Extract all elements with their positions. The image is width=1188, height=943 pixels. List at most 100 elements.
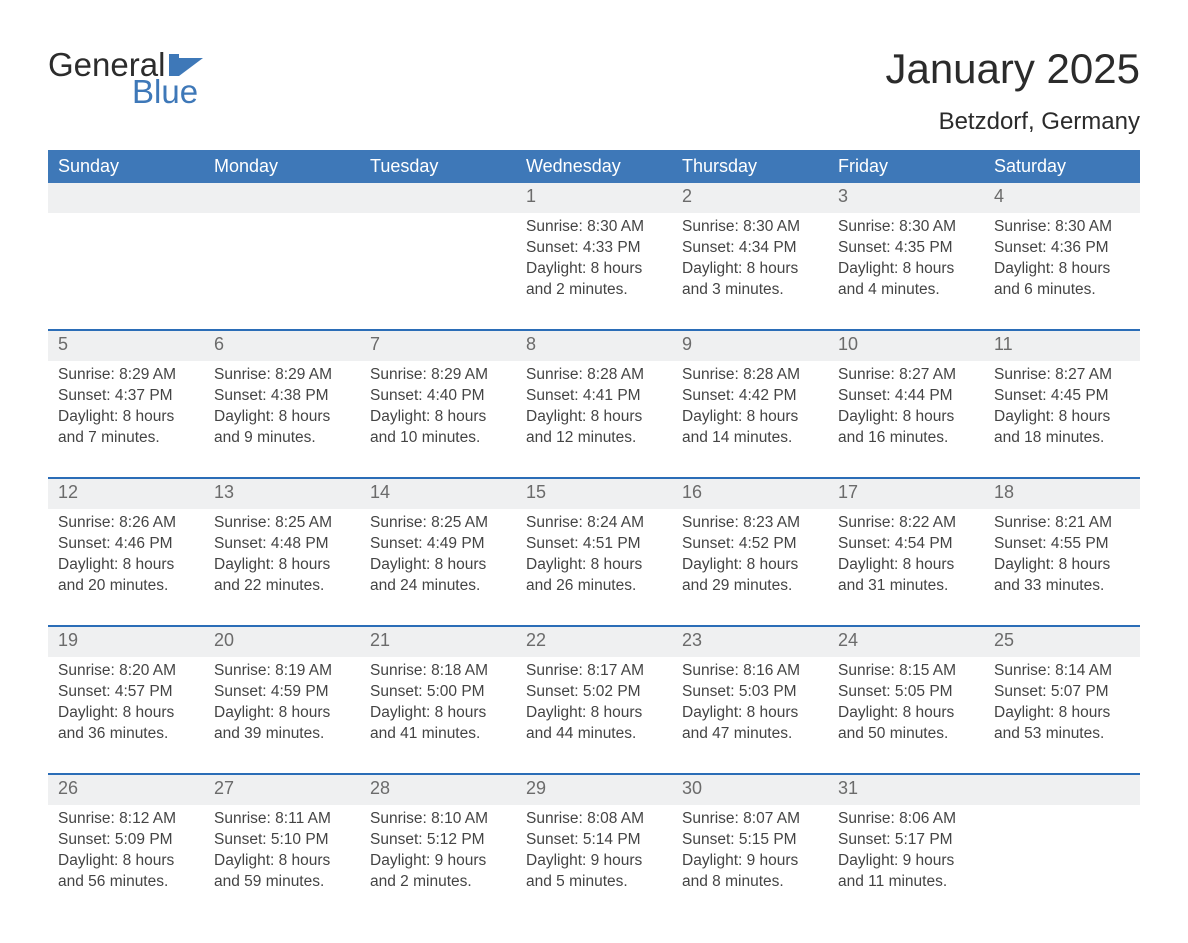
sunset-text: Sunset: 5:02 PM	[526, 682, 662, 703]
day-number: 20	[204, 627, 360, 657]
week-row: 262728293031Sunrise: 8:12 AMSunset: 5:09…	[48, 773, 1140, 903]
daylight-text-2: and 2 minutes.	[526, 280, 662, 301]
day-number	[204, 183, 360, 213]
sunrise-text: Sunrise: 8:29 AM	[370, 365, 506, 386]
daylight-text-1: Daylight: 8 hours	[838, 703, 974, 724]
daylight-text-2: and 3 minutes.	[682, 280, 818, 301]
sunrise-text: Sunrise: 8:10 AM	[370, 809, 506, 830]
daylight-text-2: and 24 minutes.	[370, 576, 506, 597]
day-detail: Sunrise: 8:16 AMSunset: 5:03 PMDaylight:…	[672, 657, 828, 755]
sunrise-text: Sunrise: 8:27 AM	[838, 365, 974, 386]
day-detail	[48, 213, 204, 311]
day-detail: Sunrise: 8:24 AMSunset: 4:51 PMDaylight:…	[516, 509, 672, 607]
daylight-text-1: Daylight: 8 hours	[682, 407, 818, 428]
sunrise-text: Sunrise: 8:21 AM	[994, 513, 1130, 534]
sunset-text: Sunset: 5:15 PM	[682, 830, 818, 851]
daylight-text-1: Daylight: 8 hours	[370, 407, 506, 428]
sunrise-text: Sunrise: 8:25 AM	[370, 513, 506, 534]
day-detail: Sunrise: 8:30 AMSunset: 4:33 PMDaylight:…	[516, 213, 672, 311]
daylight-text-1: Daylight: 8 hours	[838, 407, 974, 428]
sunset-text: Sunset: 5:03 PM	[682, 682, 818, 703]
sunrise-text: Sunrise: 8:06 AM	[838, 809, 974, 830]
day-number: 8	[516, 331, 672, 361]
daylight-text-2: and 12 minutes.	[526, 428, 662, 449]
weeks-container: 1234Sunrise: 8:30 AMSunset: 4:33 PMDayli…	[48, 183, 1140, 903]
sunrise-text: Sunrise: 8:30 AM	[838, 217, 974, 238]
daylight-text-1: Daylight: 8 hours	[526, 259, 662, 280]
sunrise-text: Sunrise: 8:22 AM	[838, 513, 974, 534]
daynum-row: 12131415161718	[48, 477, 1140, 509]
sunrise-text: Sunrise: 8:23 AM	[682, 513, 818, 534]
week-row: 19202122232425 Sunrise: 8:20 AMSunset: 4:…	[48, 625, 1140, 755]
daynum-row: 1234	[48, 183, 1140, 213]
day-number: 10	[828, 331, 984, 361]
day-number: 3	[828, 183, 984, 213]
day-detail: Sunrise: 8:29 AMSunset: 4:37 PMDaylight:…	[48, 361, 204, 459]
daylight-text-1: Daylight: 8 hours	[58, 407, 194, 428]
sunrise-text: Sunrise: 8:29 AM	[58, 365, 194, 386]
day-number	[48, 183, 204, 213]
day-number: 27	[204, 775, 360, 805]
detail-row: Sunrise: 8:26 AMSunset: 4:46 PMDaylight:…	[48, 509, 1140, 607]
daylight-text-2: and 11 minutes.	[838, 872, 974, 893]
sunset-text: Sunset: 4:36 PM	[994, 238, 1130, 259]
daylight-text-2: and 29 minutes.	[682, 576, 818, 597]
title-location: Betzdorf, Germany	[885, 108, 1140, 136]
sunset-text: Sunset: 4:54 PM	[838, 534, 974, 555]
day-detail: Sunrise: 8:19 AMSunset: 4:59 PMDaylight:…	[204, 657, 360, 755]
day-number: 24	[828, 627, 984, 657]
sunset-text: Sunset: 5:07 PM	[994, 682, 1130, 703]
sunset-text: Sunset: 4:45 PM	[994, 386, 1130, 407]
day-number: 7	[360, 331, 516, 361]
day-detail: Sunrise: 8:14 AMSunset: 5:07 PMDaylight:…	[984, 657, 1140, 755]
daylight-text-1: Daylight: 8 hours	[526, 407, 662, 428]
daylight-text-2: and 16 minutes.	[838, 428, 974, 449]
day-number: 28	[360, 775, 516, 805]
sunset-text: Sunset: 4:44 PM	[838, 386, 974, 407]
daynum-row: 19202122232425	[48, 625, 1140, 657]
sunrise-text: Sunrise: 8:19 AM	[214, 661, 350, 682]
sunset-text: Sunset: 5:12 PM	[370, 830, 506, 851]
daylight-text-2: and 59 minutes.	[214, 872, 350, 893]
sunset-text: Sunset: 4:55 PM	[994, 534, 1130, 555]
day-detail: Sunrise: 8:12 AMSunset: 5:09 PMDaylight:…	[48, 805, 204, 903]
sunrise-text: Sunrise: 8:30 AM	[526, 217, 662, 238]
day-number: 5	[48, 331, 204, 361]
daylight-text-1: Daylight: 8 hours	[58, 703, 194, 724]
daylight-text-2: and 53 minutes.	[994, 724, 1130, 745]
day-number: 16	[672, 479, 828, 509]
daylight-text-1: Daylight: 8 hours	[370, 703, 506, 724]
daylight-text-2: and 26 minutes.	[526, 576, 662, 597]
sunrise-text: Sunrise: 8:30 AM	[994, 217, 1130, 238]
sunset-text: Sunset: 4:57 PM	[58, 682, 194, 703]
logo: General Blue	[48, 48, 203, 108]
sunrise-text: Sunrise: 8:20 AM	[58, 661, 194, 682]
sunset-text: Sunset: 4:34 PM	[682, 238, 818, 259]
daylight-text-1: Daylight: 8 hours	[58, 555, 194, 576]
day-detail: Sunrise: 8:17 AMSunset: 5:02 PMDaylight:…	[516, 657, 672, 755]
daylight-text-1: Daylight: 8 hours	[994, 555, 1130, 576]
daylight-text-1: Daylight: 8 hours	[838, 259, 974, 280]
daylight-text-2: and 9 minutes.	[214, 428, 350, 449]
daylight-text-1: Daylight: 8 hours	[682, 555, 818, 576]
logo-word2: Blue	[132, 75, 203, 108]
sunset-text: Sunset: 4:51 PM	[526, 534, 662, 555]
day-detail: Sunrise: 8:29 AMSunset: 4:38 PMDaylight:…	[204, 361, 360, 459]
day-header: Monday	[204, 150, 360, 183]
day-number: 18	[984, 479, 1140, 509]
day-detail: Sunrise: 8:29 AMSunset: 4:40 PMDaylight:…	[360, 361, 516, 459]
topbar: General Blue January 2025 Betzdorf, Germ…	[48, 48, 1140, 136]
sunrise-text: Sunrise: 8:12 AM	[58, 809, 194, 830]
day-detail: Sunrise: 8:18 AMSunset: 5:00 PMDaylight:…	[360, 657, 516, 755]
daylight-text-2: and 44 minutes.	[526, 724, 662, 745]
calendar: Sunday Monday Tuesday Wednesday Thursday…	[48, 150, 1140, 903]
day-detail	[984, 805, 1140, 903]
sunset-text: Sunset: 4:35 PM	[838, 238, 974, 259]
day-detail: Sunrise: 8:15 AMSunset: 5:05 PMDaylight:…	[828, 657, 984, 755]
day-number: 1	[516, 183, 672, 213]
day-detail: Sunrise: 8:23 AMSunset: 4:52 PMDaylight:…	[672, 509, 828, 607]
sunset-text: Sunset: 4:49 PM	[370, 534, 506, 555]
daylight-text-1: Daylight: 8 hours	[214, 703, 350, 724]
day-detail: Sunrise: 8:30 AMSunset: 4:36 PMDaylight:…	[984, 213, 1140, 311]
daylight-text-1: Daylight: 8 hours	[994, 703, 1130, 724]
